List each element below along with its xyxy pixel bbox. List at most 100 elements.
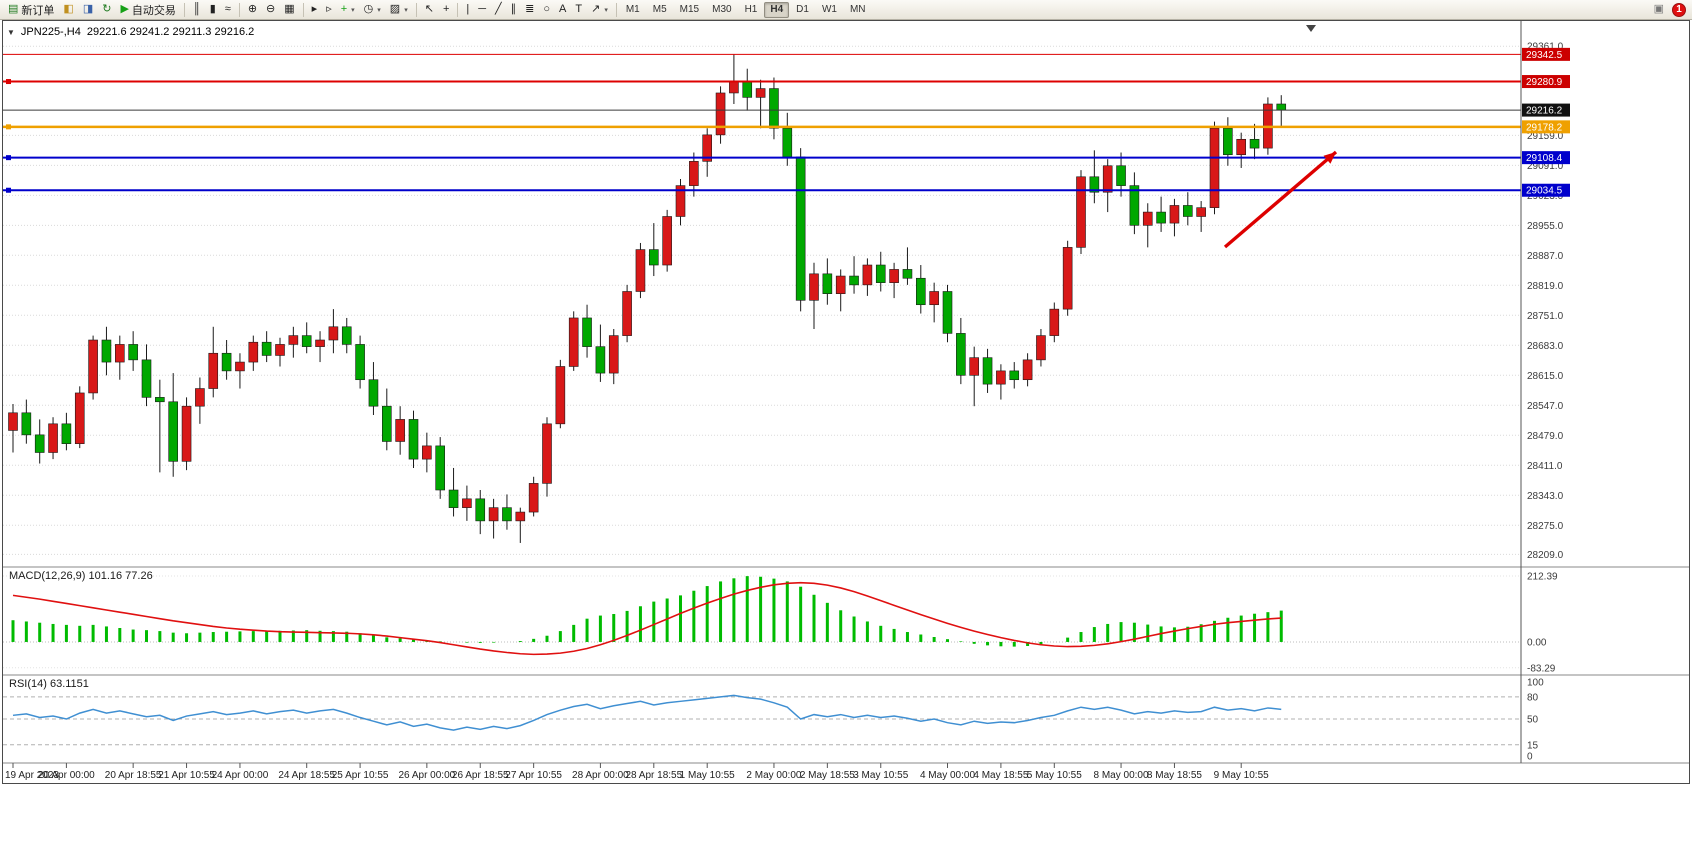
time-label[interactable]: 2 May 00:00 — [746, 770, 801, 781]
notification-badge[interactable]: 1 — [1672, 2, 1686, 17]
auto-trading-button[interactable]: ▶ 自动交易 — [116, 1, 179, 18]
text-label-button[interactable]: T — [571, 1, 586, 18]
timeframe-m5-button[interactable]: M5 — [652, 3, 667, 15]
time-label[interactable]: 2 May 18:55 — [800, 770, 855, 781]
timeframe-m30-button[interactable]: M30 — [712, 3, 732, 15]
arrows-tool-button[interactable]: ↗ ▾ — [587, 1, 612, 18]
time-label[interactable]: 24 Apr 18:55 — [278, 770, 335, 781]
candle-up — [48, 423, 58, 453]
support-line-29034-handle[interactable] — [6, 187, 11, 193]
time-label[interactable]: 5 May 10:55 — [1027, 770, 1082, 781]
data-window-button[interactable]: ◨ — [79, 1, 97, 18]
timeframe-h4-button[interactable]: H4 — [764, 1, 790, 18]
price-tick-label: 28343.0 — [1527, 491, 1564, 502]
rsi-tick-label: 50 — [1527, 715, 1539, 726]
time-label[interactable]: 28 Apr 18:55 — [625, 770, 682, 781]
vertical-line-button[interactable]: | — [462, 1, 473, 18]
timeframe-mn-button[interactable]: MN — [849, 3, 866, 15]
line-chart-button[interactable]: ≈ — [221, 1, 235, 18]
chart-shift-button[interactable]: ▹ — [322, 1, 336, 18]
candle-down — [1276, 103, 1287, 111]
chart-profiles-button[interactable]: ◧ — [59, 1, 77, 18]
timeframe-h1-button[interactable]: H1 — [744, 3, 758, 15]
zoom-in-button[interactable]: ⊕ — [244, 1, 261, 18]
chart-shift-marker[interactable] — [1306, 25, 1316, 32]
time-label[interactable]: 1 May 10:55 — [680, 770, 735, 781]
timeframe-w1-button[interactable]: W1 — [821, 3, 837, 15]
candle-up — [195, 388, 205, 407]
chart-canvas[interactable]: 29361.029159.029091.029023.028955.028887… — [3, 21, 1689, 783]
templates-button[interactable]: ▨ ▾ — [386, 1, 412, 18]
crosshair-button[interactable]: + — [439, 1, 453, 18]
channel-button[interactable]: ∥ — [507, 1, 521, 18]
ellipse-icon: ○ — [543, 3, 551, 15]
line-chart-icon: ≈ — [224, 3, 231, 15]
time-label[interactable]: 26 Apr 00:00 — [398, 770, 455, 781]
support-line-29108-handle[interactable] — [6, 155, 11, 161]
time-label[interactable]: 20 Apr 18:55 — [105, 770, 162, 781]
chart-shift-icon: ▹ — [326, 3, 332, 15]
time-label[interactable]: 24 Apr 00:00 — [212, 770, 269, 781]
resistance-line-29280-handle[interactable] — [6, 79, 11, 85]
refresh-button[interactable]: ↻ — [98, 1, 115, 18]
time-label[interactable]: 9 May 10:55 — [1214, 770, 1269, 781]
trend-arrow-head[interactable] — [1323, 152, 1336, 164]
candle-up — [462, 498, 472, 508]
time-label[interactable]: 20 Apr 00:00 — [38, 770, 95, 781]
pivot-line-29178-handle[interactable] — [6, 124, 11, 130]
time-label[interactable]: 27 Apr 10:55 — [505, 770, 562, 781]
time-label[interactable]: 28 Apr 00:00 — [572, 770, 629, 781]
cursor-button[interactable]: ↖ — [421, 1, 438, 18]
zoom-out-button[interactable]: ⊖ — [262, 1, 279, 18]
time-label[interactable]: 25 Apr 10:55 — [332, 770, 389, 781]
indicators-button[interactable]: + ▾ — [337, 1, 359, 18]
price-tick-label: 28411.0 — [1527, 461, 1563, 472]
candle-down — [101, 339, 112, 363]
candle-up — [755, 88, 766, 98]
text-button[interactable]: A — [555, 1, 570, 18]
candle-up — [515, 511, 526, 522]
ellipse-button[interactable]: ○ — [539, 1, 554, 18]
time-label[interactable]: 21 Apr 10:55 — [158, 770, 215, 781]
timeframe-m15-button[interactable]: M15 — [679, 3, 700, 15]
time-label[interactable]: 19 Apr 2023 — [5, 770, 59, 781]
toolbar-separator — [457, 2, 459, 17]
price-tick-label: 29159.0 — [1527, 131, 1564, 142]
trendline-button[interactable]: ╱ — [491, 1, 506, 18]
auto-scroll-button[interactable]: ▸ — [308, 1, 322, 18]
time-label[interactable]: 26 Apr 18:55 — [452, 770, 509, 781]
new-order-button[interactable]: ▤ 新订单 — [4, 1, 58, 18]
candle-down — [942, 291, 953, 334]
candle-up — [996, 370, 1006, 385]
alerts-button[interactable]: ▣ — [1650, 1, 1668, 18]
time-label[interactable]: 4 May 18:55 — [973, 770, 1028, 781]
macd-signal-line — [12, 581, 1282, 656]
time-label[interactable]: 8 May 18:55 — [1147, 770, 1202, 781]
auto-scroll-icon: ▸ — [311, 3, 318, 15]
trend-arrow[interactable] — [1223, 150, 1338, 249]
fibonacci-button[interactable]: ≣ — [521, 1, 538, 18]
price-tick-label: 28275.0 — [1527, 521, 1564, 532]
candle-down — [34, 434, 45, 453]
candle-up — [88, 339, 98, 394]
horizontal-line-button[interactable]: ─ — [474, 1, 490, 18]
price-badge — [1522, 75, 1570, 89]
candle-down — [902, 269, 913, 279]
quick-trade-toggle-icon[interactable]: ▼ — [7, 27, 15, 37]
candle-up — [715, 92, 726, 136]
time-label[interactable]: 4 May 00:00 — [920, 770, 975, 781]
periods-button[interactable]: ◷ ▾ — [360, 1, 385, 18]
chart-profiles-icon: ◧ — [63, 3, 74, 15]
tile-windows-button[interactable]: ▦ — [280, 1, 298, 18]
bar-chart-button[interactable]: ║ — [189, 1, 205, 18]
timeframe-m1-button[interactable]: M1 — [625, 3, 640, 15]
timeframe-d1-button[interactable]: D1 — [796, 3, 809, 15]
time-label[interactable]: 8 May 00:00 — [1094, 770, 1149, 781]
candle-down — [1009, 370, 1020, 381]
candle-down — [782, 127, 793, 158]
time-label[interactable]: 3 May 10:55 — [853, 770, 908, 781]
price-badge — [1522, 151, 1570, 165]
candlestick-chart-button[interactable]: ▮ — [206, 1, 220, 18]
auto-trading-button-label: 自动交易 — [131, 4, 176, 17]
price-tick-label: 28683.0 — [1527, 341, 1564, 352]
